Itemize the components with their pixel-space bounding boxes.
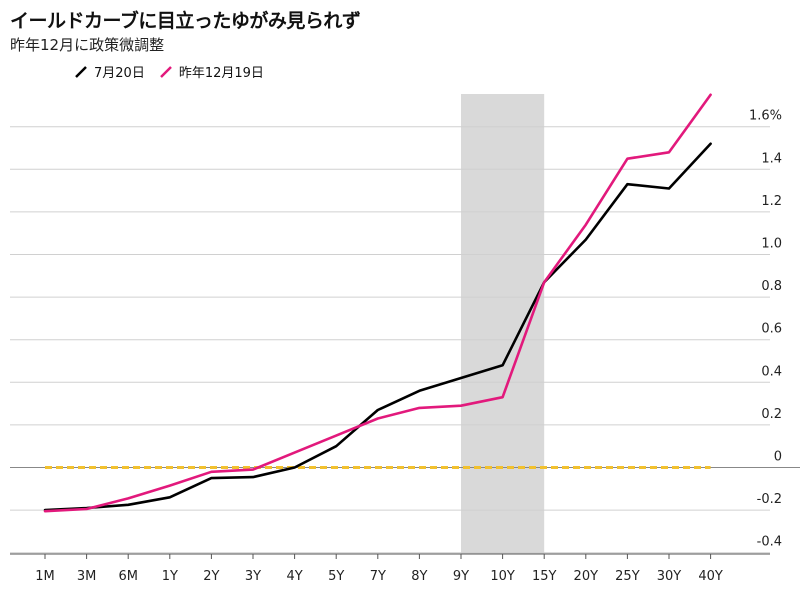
x-tick-label: 1M <box>35 569 55 584</box>
x-tick-label: 6M <box>118 569 138 584</box>
y-tick-label: 1.6% <box>749 109 782 124</box>
x-tick-label: 7Y <box>370 569 386 584</box>
x-tick-label: 9Y <box>453 569 469 584</box>
series-line-2 <box>43 93 712 513</box>
chart-title: イールドカーブに目立ったゆがみ見られず <box>10 10 361 32</box>
legend-item-series-1: 7月20日 <box>74 62 145 81</box>
legend: 7月20日 昨年12月19日 <box>74 62 278 81</box>
x-tick-label: 5Y <box>328 569 344 584</box>
x-tick-label: 30Y <box>657 569 682 584</box>
x-tick-label: 10Y <box>490 569 515 584</box>
y-tick-label: 0.4 <box>761 364 782 379</box>
shaded-region <box>461 94 545 554</box>
legend-item-series-2: 昨年12月19日 <box>159 62 264 81</box>
series-line-1 <box>43 142 712 512</box>
x-tick-label: 20Y <box>574 569 599 584</box>
y-tick-label: 1.0 <box>761 237 782 252</box>
legend-label-series-1: 7月20日 <box>94 66 145 81</box>
legend-label-series-2: 昨年12月19日 <box>178 66 264 81</box>
x-tick-label: 2Y <box>203 569 219 584</box>
x-tick-label: 8Y <box>411 569 427 584</box>
legend-swatch-series-2 <box>159 65 172 78</box>
y-tick-label: 0.2 <box>761 407 782 422</box>
x-tick-label: 1Y <box>162 569 178 584</box>
x-tick-label: 25Y <box>615 569 640 584</box>
y-tick-label: 0.8 <box>761 279 782 294</box>
x-tick-label: 3M <box>77 569 97 584</box>
chart-subtitle: 昨年12月に政策微調整 <box>10 36 165 54</box>
y-tick-label: 1.2 <box>761 194 782 209</box>
x-tick-label: 15Y <box>532 569 557 584</box>
y-tick-label: -0.2 <box>757 492 782 507</box>
y-tick-label: 0.6 <box>761 322 782 337</box>
legend-swatch-series-1 <box>75 65 87 78</box>
x-tick-label: 4Y <box>286 569 302 584</box>
y-tick-label: 1.4 <box>761 151 782 166</box>
y-tick-label: -0.4 <box>757 535 782 550</box>
x-tick-label: 40Y <box>698 569 723 584</box>
y-tick-label: 0 <box>774 450 782 465</box>
x-tick-label: 3Y <box>245 569 261 584</box>
